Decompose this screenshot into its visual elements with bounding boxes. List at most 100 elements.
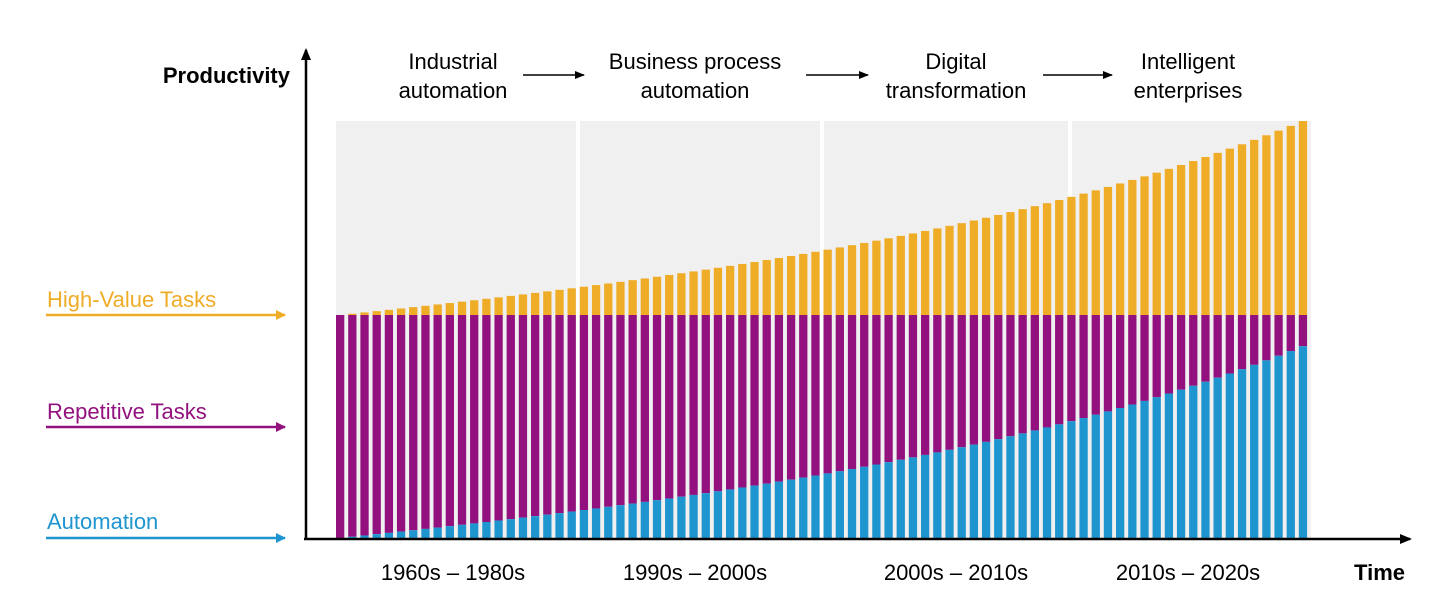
bar-automation-57: [1018, 433, 1027, 538]
bar-high-value-50: [933, 228, 942, 315]
bar-repetitive-67: [1140, 315, 1149, 401]
bar-high-value-33: [726, 265, 735, 315]
bar-automation-14: [494, 520, 503, 538]
x-axis-label: Time: [1354, 560, 1405, 585]
bar-high-value-20: [567, 288, 576, 315]
bar-repetitive-3: [360, 315, 369, 536]
bar-high-value-6: [396, 308, 406, 315]
bar-repetitive-45: [872, 315, 881, 465]
bar-repetitive-9: [433, 315, 442, 528]
bar-high-value-60: [1055, 200, 1064, 315]
era-background-1: [336, 121, 576, 538]
bar-high-value-66: [1128, 179, 1137, 315]
bar-repetitive-23: [604, 315, 613, 507]
bar-repetitive-57: [1018, 315, 1027, 434]
bar-high-value-69: [1164, 168, 1174, 315]
period-label-2: 1990s – 2000s: [623, 560, 767, 585]
bar-automation-44: [860, 466, 869, 538]
stage-label-1: Industrial: [408, 49, 497, 74]
bar-high-value-71: [1189, 161, 1198, 315]
bar-high-value-67: [1140, 176, 1149, 315]
bar-automation-80: [1298, 346, 1308, 538]
bar-automation-78: [1274, 355, 1283, 538]
bar-repetitive-52: [957, 315, 966, 448]
bar-high-value-11: [457, 301, 467, 315]
bar-automation-43: [847, 469, 857, 538]
stage-label-2-line2: automation: [641, 78, 750, 103]
bar-automation-28: [665, 498, 674, 538]
stage-label-3-line2: transformation: [886, 78, 1027, 103]
bar-repetitive-38: [786, 315, 796, 480]
bar-automation-79: [1286, 351, 1295, 538]
bar-high-value-10: [445, 303, 454, 315]
bar-automation-62: [1079, 418, 1088, 538]
bar-automation-33: [726, 489, 735, 538]
bar-high-value-32: [713, 267, 723, 315]
bar-high-value-68: [1152, 172, 1161, 315]
bar-automation-76: [1250, 364, 1259, 538]
bar-repetitive-64: [1103, 315, 1113, 412]
bar-automation-46: [884, 462, 893, 538]
bar-repetitive-21: [579, 315, 589, 511]
bar-high-value-52: [957, 223, 966, 315]
bar-high-value-28: [665, 275, 674, 315]
bar-repetitive-24: [616, 315, 625, 506]
bar-high-value-77: [1262, 135, 1271, 315]
bar-automation-50: [933, 452, 942, 538]
bar-repetitive-51: [945, 315, 954, 450]
bar-high-value-36: [762, 260, 771, 315]
bar-repetitive-43: [847, 315, 857, 470]
bar-repetitive-72: [1201, 315, 1210, 382]
bar-high-value-44: [860, 242, 869, 315]
bar-repetitive-6: [396, 315, 406, 532]
bar-repetitive-27: [652, 315, 662, 501]
bar-high-value-47: [896, 235, 905, 315]
bar-repetitive-44: [860, 315, 869, 467]
bar-high-value-78: [1274, 130, 1283, 315]
legend-repetitive-tasks: Repetitive Tasks: [47, 399, 207, 424]
bar-high-value-55: [994, 214, 1003, 315]
bar-repetitive-69: [1164, 315, 1174, 394]
bar-repetitive-62: [1079, 315, 1088, 419]
bar-high-value-18: [543, 291, 552, 315]
bar-high-value-34: [738, 263, 747, 315]
bar-automation-15: [506, 519, 515, 538]
bar-high-value-54: [981, 217, 991, 315]
bar-repetitive-58: [1030, 315, 1039, 431]
bar-repetitive-7: [409, 315, 418, 531]
bar-repetitive-47: [896, 315, 905, 460]
bar-high-value-21: [579, 286, 589, 315]
bar-repetitive-80: [1298, 315, 1308, 347]
bar-repetitive-22: [591, 315, 601, 509]
bar-automation-17: [531, 516, 540, 538]
bar-automation-49: [921, 454, 930, 538]
bar-repetitive-1: [336, 315, 345, 538]
bar-high-value-16: [518, 294, 528, 315]
stage-label-4: Intelligent: [1141, 49, 1235, 74]
bar-high-value-62: [1079, 193, 1088, 315]
bar-repetitive-53: [969, 315, 979, 445]
bar-automation-53: [969, 444, 979, 538]
bar-repetitive-60: [1055, 315, 1064, 425]
bar-repetitive-26: [640, 315, 649, 502]
bar-automation-18: [543, 514, 552, 538]
bar-automation-4: [372, 534, 381, 538]
bar-high-value-48: [908, 233, 918, 315]
bar-repetitive-61: [1067, 315, 1076, 422]
bar-automation-37: [774, 481, 784, 538]
bar-high-value-51: [945, 225, 954, 315]
bar-repetitive-50: [933, 315, 942, 453]
bar-high-value-7: [409, 307, 418, 315]
bar-repetitive-78: [1274, 315, 1283, 356]
bar-automation-54: [981, 441, 991, 538]
bar-automation-7: [409, 530, 418, 538]
bar-high-value-64: [1103, 186, 1113, 315]
bar-automation-29: [677, 496, 686, 538]
bar-high-value-14: [494, 297, 503, 315]
bar-automation-8: [421, 528, 430, 538]
period-label-1: 1960s – 1980s: [381, 560, 525, 585]
bar-automation-41: [823, 473, 832, 538]
stage-label-1-line2: automation: [399, 78, 508, 103]
bar-repetitive-36: [762, 315, 771, 484]
